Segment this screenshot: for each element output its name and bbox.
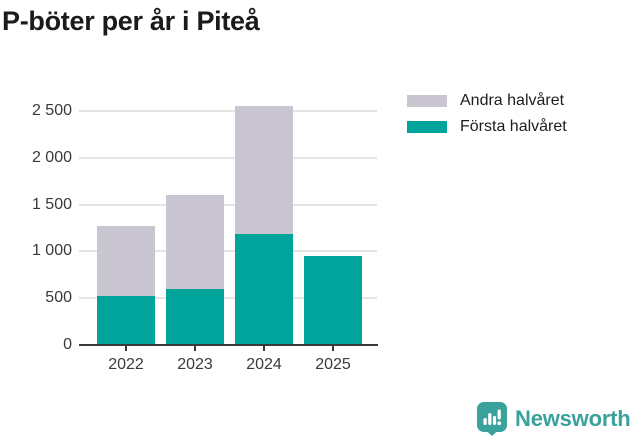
y-tick-label: 500 [45,289,72,307]
bar-segment [235,233,293,345]
bar-segment [166,195,224,289]
gridline [79,250,377,253]
y-tick-label: 2 500 [31,102,72,119]
y-tick-label: 1 500 [31,195,72,213]
gridline [79,156,377,159]
legend-swatch [407,95,447,107]
x-tick-label: 2025 [315,356,351,373]
legend-label: Första halvåret [460,118,567,135]
gridline [79,297,377,300]
newsworthy-logo-icon [477,402,507,436]
chart-title: P-böter per år i Piteå [2,6,260,36]
newsworthy-logo[interactable]: Newsworthy [477,402,631,436]
y-tick-label: 1 000 [31,242,72,260]
bar-segment [97,226,155,297]
gridline [79,110,377,112]
bar-segment [97,296,155,345]
y-tick-label: 2 000 [31,148,72,166]
x-axis-tick [332,346,334,351]
x-axis-line [79,344,378,346]
x-axis-tick [263,346,265,351]
x-tick-label: 2022 [108,356,144,373]
x-tick-label: 2024 [246,356,282,373]
y-tick-label: 0 [63,336,72,353]
legend-swatch [407,121,447,133]
bar-segment [166,288,224,345]
legend: Andra halvåret Första halvåret [407,92,567,144]
x-axis-tick [125,346,127,351]
gridline [79,203,377,206]
x-axis-tick [194,346,196,351]
newsworthy-logo-text: Newsworthy [515,406,631,431]
legend-item: Första halvåret [407,118,567,136]
legend-item: Andra halvåret [407,92,567,110]
legend-label: Andra halvåret [460,92,565,109]
x-tick-label: 2023 [177,356,213,373]
bar-segment [235,106,293,234]
bar-segment [304,256,362,345]
